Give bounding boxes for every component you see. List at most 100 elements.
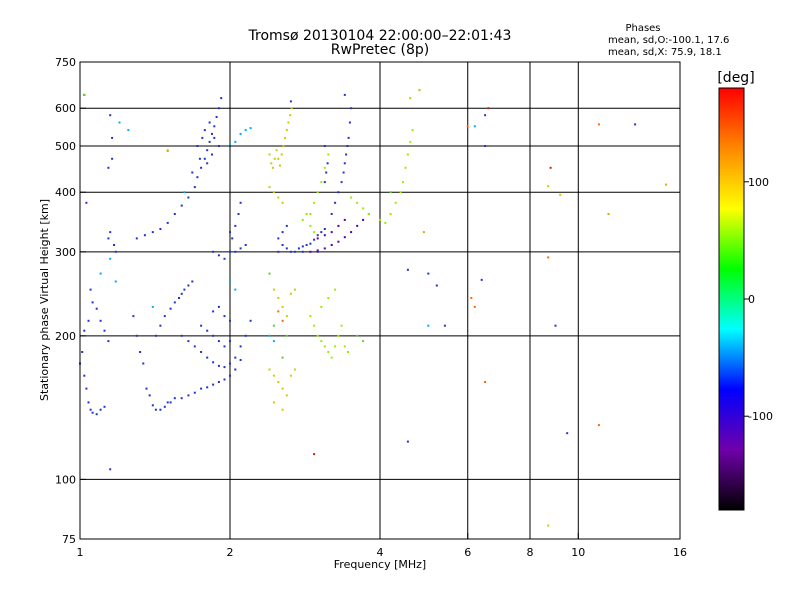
data-point: [362, 340, 365, 343]
data-point: [285, 394, 288, 397]
data-point: [334, 201, 337, 204]
data-point: [323, 181, 326, 184]
data-point: [127, 129, 130, 132]
data-point: [389, 213, 392, 215]
data-point: [367, 213, 370, 215]
data-point: [411, 129, 414, 132]
data-point: [343, 218, 346, 221]
data-point: [143, 234, 146, 237]
data-points: [79, 89, 667, 527]
data-point: [180, 292, 183, 295]
data-point: [180, 334, 183, 337]
y-tick-label: 500: [55, 140, 76, 153]
data-point: [87, 401, 90, 404]
y-tick-label: 300: [55, 246, 76, 259]
data-point: [287, 121, 290, 124]
data-point: [272, 324, 275, 327]
data-point: [201, 136, 204, 139]
data-point: [316, 249, 319, 252]
data-point: [313, 324, 316, 327]
y-tick-label: 750: [55, 56, 76, 69]
data-point: [337, 224, 340, 227]
data-point: [281, 244, 284, 246]
data-point: [289, 292, 292, 295]
data-point: [198, 157, 201, 160]
data-point: [323, 166, 326, 169]
data-point: [200, 387, 203, 390]
data-point: [470, 297, 473, 299]
data-point: [142, 362, 145, 365]
data-point: [81, 351, 84, 353]
data-point: [346, 145, 349, 147]
data-point: [206, 149, 209, 152]
data-point: [173, 397, 176, 400]
data-point: [213, 125, 216, 128]
data-point: [337, 240, 340, 243]
data-point: [193, 345, 196, 348]
data-point: [281, 231, 284, 234]
data-point: [87, 319, 90, 322]
data-point: [114, 280, 117, 283]
data-point: [309, 315, 312, 318]
data-point: [270, 162, 273, 165]
x-tick-label: 6: [464, 546, 471, 559]
data-point: [211, 153, 213, 156]
colorbar-ticks: 100 0 -100: [744, 176, 773, 423]
data-point: [212, 383, 215, 386]
x-tick-label: 2: [227, 546, 234, 559]
data-point: [99, 319, 102, 322]
data-point: [223, 345, 226, 348]
data-point: [285, 315, 288, 318]
data-point: [180, 204, 183, 207]
data-point: [301, 250, 304, 253]
data-point: [83, 329, 86, 332]
data-point: [118, 121, 121, 124]
data-point: [323, 228, 326, 230]
data-point: [473, 125, 476, 128]
data-point: [326, 162, 329, 165]
data-point: [343, 236, 346, 239]
data-point: [196, 176, 199, 179]
data-point: [277, 196, 280, 199]
data-point: [289, 374, 292, 377]
colorbar-tick-label: 100: [748, 176, 769, 189]
stats-title: Phases: [625, 23, 660, 34]
data-point: [272, 191, 275, 194]
data-point: [280, 153, 283, 156]
data-point: [418, 89, 421, 92]
data-point: [244, 129, 247, 132]
data-point: [244, 244, 247, 246]
data-point: [281, 319, 284, 322]
data-point: [173, 301, 176, 304]
data-point: [109, 468, 112, 471]
data-point: [223, 366, 226, 369]
data-point: [348, 121, 351, 124]
data-point: [484, 381, 487, 383]
data-point: [334, 288, 337, 291]
data-point: [234, 356, 237, 359]
data-point: [173, 213, 176, 215]
data-point: [203, 129, 206, 132]
data-point: [217, 340, 220, 343]
data-point: [281, 408, 284, 411]
data-point: [200, 351, 203, 353]
data-point: [473, 305, 476, 308]
data-point: [277, 237, 280, 240]
data-point: [220, 97, 223, 100]
data-point: [281, 305, 284, 308]
data-point: [316, 191, 319, 194]
colorbar-label: [deg]: [717, 70, 754, 86]
data-point: [272, 166, 274, 169]
data-point: [187, 284, 190, 287]
data-point: [272, 288, 275, 291]
data-point: [217, 254, 220, 257]
data-point: [285, 129, 288, 132]
data-point: [107, 166, 110, 169]
data-point: [163, 405, 166, 408]
data-point: [277, 381, 280, 383]
data-point: [566, 432, 569, 435]
data-point: [89, 288, 92, 291]
data-point: [289, 100, 292, 103]
data-point: [208, 121, 211, 124]
data-point: [239, 201, 242, 204]
